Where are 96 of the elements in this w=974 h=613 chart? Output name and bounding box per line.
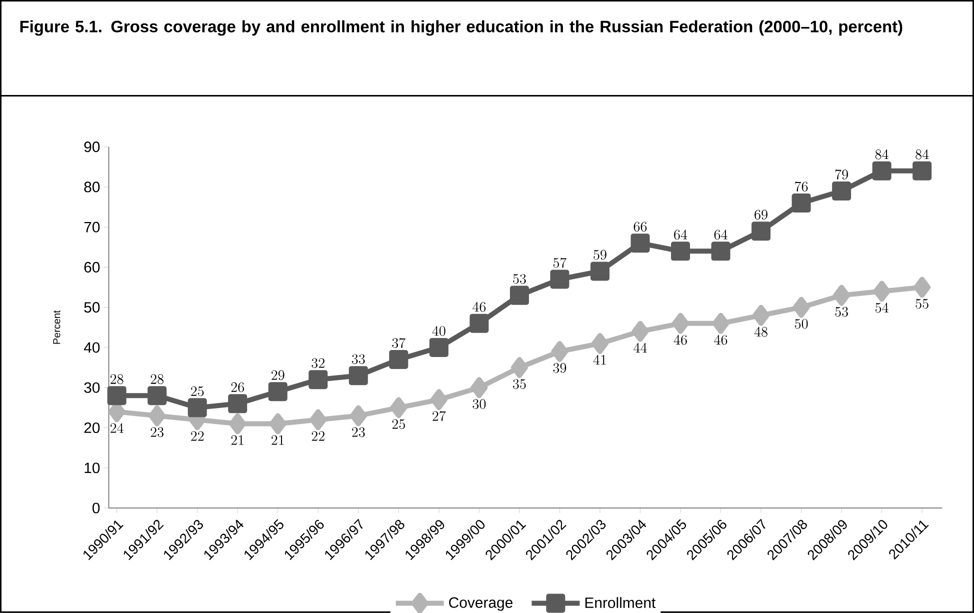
data-label: 35	[513, 378, 526, 389]
point	[551, 340, 568, 362]
data-label: 64	[714, 229, 728, 240]
point	[752, 221, 771, 240]
point	[470, 314, 489, 333]
data-label: 32	[312, 358, 324, 368]
point	[833, 284, 850, 306]
point	[550, 270, 570, 289]
y-tick-label: 70	[84, 222, 100, 232]
point	[188, 398, 207, 418]
data-label: 40	[432, 326, 446, 336]
data-label: 26	[231, 382, 244, 392]
y-tick-label: 40	[84, 342, 100, 353]
legend-label: Coverage	[449, 597, 512, 611]
point	[228, 394, 248, 413]
data-label: 25	[392, 419, 405, 429]
point	[672, 312, 690, 334]
point	[229, 413, 246, 434]
data-label: 24	[110, 422, 124, 433]
point	[630, 233, 650, 252]
point	[914, 276, 931, 298]
point	[632, 320, 649, 342]
legend-label: Enrollment	[585, 596, 656, 608]
data-label: 28	[110, 374, 124, 384]
point	[752, 304, 770, 326]
y-tick-label: 10	[84, 462, 100, 473]
point	[711, 241, 730, 260]
data-label: 21	[231, 435, 244, 445]
data-label: 46	[714, 334, 728, 345]
point	[590, 262, 610, 281]
data-label: 25	[191, 386, 204, 396]
y-tick-label: 90	[84, 141, 100, 152]
point	[832, 181, 852, 200]
point	[269, 413, 286, 434]
y-tick-label: 50	[84, 302, 100, 312]
data-label: 84	[875, 149, 888, 160]
data-label: 46	[674, 334, 687, 345]
data-label: 41	[593, 354, 606, 364]
data-label: 69	[754, 210, 768, 220]
point	[268, 382, 288, 401]
y-tick-label: 60	[84, 262, 100, 272]
point	[912, 161, 932, 180]
data-label: 23	[352, 427, 365, 437]
data-label: 54	[875, 302, 888, 312]
data-label: 28	[150, 374, 164, 384]
data-label: 39	[553, 362, 566, 373]
point	[348, 366, 368, 385]
data-label: 21	[272, 435, 284, 445]
chart-title: Figure 5.1. Gross coverage by and enrollment in higher education in the Russian Federation (2000–10, percent)	[20, 20, 902, 36]
data-label: 46	[472, 302, 486, 312]
data-label: 48	[754, 326, 768, 337]
data-label: 57	[553, 258, 567, 268]
y-tick-label: 20	[84, 422, 100, 433]
data-label: 79	[835, 169, 848, 180]
y-tick-label: 80	[84, 181, 100, 192]
data-label: 59	[594, 250, 606, 260]
data-label: 23	[150, 427, 164, 437]
y-tick-label: 0	[92, 502, 100, 514]
data-label: 53	[835, 306, 848, 316]
data-label: 29	[272, 370, 284, 380]
point	[148, 405, 166, 426]
point	[429, 338, 448, 357]
point	[350, 405, 367, 426]
data-label: 30	[472, 398, 486, 409]
point	[591, 332, 608, 354]
y-tick-label: 30	[84, 382, 100, 393]
point	[872, 161, 892, 180]
data-label: 64	[674, 229, 688, 240]
point	[107, 386, 126, 405]
data-label: 44	[634, 342, 647, 352]
data-label: 55	[916, 298, 928, 308]
point	[308, 370, 328, 389]
point	[873, 280, 890, 302]
point	[390, 396, 408, 418]
data-label: 27	[432, 410, 446, 421]
data-label: 22	[312, 431, 324, 441]
point	[430, 388, 448, 410]
y-axis-title: Percent	[53, 310, 60, 344]
data-label: 66	[634, 222, 647, 232]
point	[510, 286, 529, 305]
data-label: 53	[513, 274, 526, 284]
point	[148, 386, 167, 405]
point	[310, 409, 327, 430]
point	[792, 296, 810, 318]
data-label: 22	[191, 431, 204, 441]
data-label: 33	[352, 354, 365, 364]
point	[792, 193, 811, 212]
data-label: 84	[916, 149, 929, 160]
point	[670, 241, 690, 260]
data-label: 37	[392, 338, 406, 348]
point	[389, 350, 408, 369]
data-label: 76	[795, 181, 808, 192]
point	[470, 376, 488, 398]
point	[510, 356, 528, 378]
data-label: 50	[794, 318, 808, 329]
point	[712, 312, 730, 334]
